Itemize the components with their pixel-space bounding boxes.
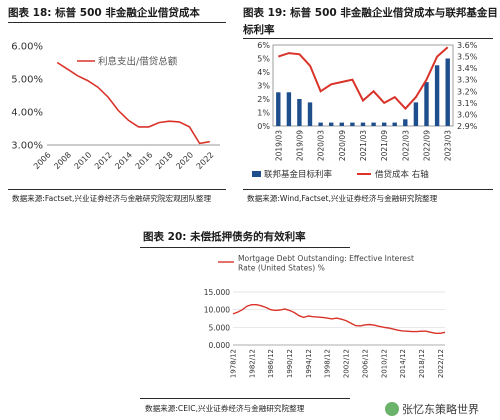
chart19-bar	[403, 119, 408, 127]
chart19-left-tick-label: 1%	[257, 109, 270, 118]
chart19-left-tick-label: 5%	[257, 55, 270, 64]
chart18-x-tick-label: 2010	[73, 150, 94, 171]
chart19-bar	[424, 82, 429, 126]
chart19-right-tick-label: 2.9%	[457, 122, 478, 131]
chart19-x-tick-label: 2021/03	[359, 130, 368, 161]
chart18-y-tick-label: 4.00%	[11, 108, 43, 119]
chart19-bar	[360, 122, 366, 126]
chart18-legend-label: 利息支出/借贷总额	[98, 56, 178, 68]
chart20-x-tick-label: 2018/12	[418, 349, 426, 378]
chart19-bar	[392, 122, 397, 126]
chart18-x-tick-label: 2020	[174, 150, 195, 171]
chart19-left-tick-label: 2%	[257, 95, 270, 104]
chart20-x-tick-label: 2006/12	[361, 349, 369, 378]
chart19-legend-bar-label: 联邦基金目标利率	[264, 169, 333, 180]
chart18-source: 数据来源:Factset,兴业证券经济与金融研究院宏观团队整理	[12, 194, 212, 203]
chart19-left-tick-label: 4%	[257, 68, 270, 77]
chart20-x-tick-label: 1982/12	[248, 349, 256, 378]
chart18-x-tick-label: 2018	[154, 150, 175, 171]
chart18-bottom-rule	[8, 189, 226, 190]
chart19-x-tick-label: 2019/03	[274, 130, 283, 161]
chart19-left-tick-label: 3%	[257, 82, 270, 91]
chart19-line-series	[277, 46, 449, 111]
chart19-x-tick-label: 2023/03	[444, 130, 453, 161]
chart19-right-tick-label: 3.0%	[457, 110, 478, 119]
chart19-right-tick-label: 3.6%	[457, 41, 478, 50]
chart18-y-tick-label: 3.00%	[11, 141, 43, 152]
chart19-title-rule	[243, 38, 493, 39]
chart19-bar	[286, 92, 292, 127]
chart20-x-tick-label: 1986/12	[267, 349, 275, 378]
chart20-series-line	[232, 304, 446, 335]
chart19-bar	[371, 122, 376, 126]
chart19-bar	[413, 102, 419, 126]
chart19-bar	[318, 122, 323, 126]
chart20-plot: 0.000 5.000 10.000 15.000 1978/12 1982/12 1986…	[204, 254, 446, 378]
chart20-x-tick-label: 1994/12	[305, 349, 313, 378]
chart19-bar	[329, 122, 334, 126]
chart20-x-tick-label: 1978/12	[230, 349, 238, 378]
chart20-legend-line1: Mortgage Debt Outstanding: Effective Int…	[238, 254, 414, 263]
chart19-left-tick-label: 0%	[257, 122, 270, 131]
chart19-x-tick-label: 2020/03	[317, 130, 326, 161]
chart18-x-tick-label: 2012	[93, 150, 114, 171]
chart19-x-tick-label: 2022/03	[401, 130, 410, 161]
chart19-right-tick-label: 3.5%	[457, 53, 478, 62]
watermark-text: 张忆东策略世界	[402, 403, 479, 416]
chart20-y-tick-label: 10.000	[204, 306, 230, 315]
chart20-x-tick-label: 1998/12	[324, 349, 332, 378]
chart19-bar	[350, 122, 355, 126]
chart19-x-tick-label: 2022/09	[423, 130, 432, 161]
chart20-x-tick-label: 2014/12	[399, 349, 407, 378]
chart19-title-line1: 图表 19: 标普 500 非金融企业借贷成本与联邦基金目	[243, 7, 498, 19]
chart19-x-tick-label: 2020/09	[338, 130, 347, 161]
wechat-logo-icon	[385, 402, 399, 416]
chart20-title-rule	[140, 247, 350, 248]
chart19-bar	[276, 92, 281, 127]
chart19-legend-bar-swatch	[252, 171, 261, 177]
chart18-x-tick-label: 2006	[32, 150, 53, 171]
chart19-bar	[339, 122, 344, 126]
chart19-right-tick-label: 3.2%	[457, 87, 478, 96]
chart18-x-tick-label: 2008	[52, 150, 73, 171]
chart20-title: 图表 20: 未偿抵押债务的有效利率	[143, 231, 306, 243]
chart20-legend-label: Mortgage Debt Outstanding: Effective Int…	[238, 254, 414, 273]
chart20-y-tick-label: 0.000	[209, 341, 231, 350]
chart20-x-tick-label: 1990/12	[286, 349, 294, 378]
chart20-x-tick-label: 2022/12	[437, 349, 445, 378]
chart19-x-tick-label: 2021/09	[380, 130, 389, 161]
chart19-left-tick-label: 6%	[257, 41, 270, 50]
chart20-x-tick-label: 2010/12	[380, 349, 388, 378]
chart19-title-line2: 标利率	[243, 24, 275, 36]
chart19-bottom-rule	[243, 189, 493, 190]
chart18-title: 图表 18: 标普 500 非金融企业借贷成本	[8, 7, 200, 19]
chart18-y-tick-label: 6.00%	[11, 42, 43, 53]
chart19-right-tick-label: 3.3%	[457, 76, 478, 85]
chart18-title-rule	[8, 22, 226, 23]
chart18-x-tick-label: 2014	[113, 150, 134, 171]
chart20-y-tick-label: 15.000	[204, 288, 230, 297]
chart20-bottom-rule	[140, 398, 350, 399]
chart19-plot: 0% 1% 2% 3% 4% 5% 6% 2.9% 3.0% 3.1% 3.2% 3.3% 3.4% 3.…	[252, 41, 478, 180]
chart20-source: 数据来源:CEIC,兴业证券经济与金融研究院整理	[145, 404, 305, 413]
chart18-y-tick-label: 5.00%	[11, 75, 43, 86]
chart18-series-line	[56, 61, 210, 145]
chart18-plot: 3.00% 4.00% 5.00% 6.00% 2006 2008 2010 2012 2014…	[11, 42, 220, 171]
chart19-right-tick-label: 3.4%	[457, 64, 478, 73]
chart19-right-tick-label: 3.1%	[457, 99, 478, 108]
chart20-y-tick-label: 5.000	[209, 323, 231, 332]
chart19-x-tick-label: 2019/09	[295, 130, 304, 161]
chart19-source: 数据来源:Wind,Factset,兴业证券经济与金融研究院整理	[247, 194, 438, 203]
chart19-bar	[307, 102, 313, 126]
chart19-bar	[445, 58, 450, 126]
chart19-legend-line-label: 借贷成本 右轴	[375, 169, 429, 180]
chart20-legend-line2: Rate (United States) %	[238, 264, 325, 273]
chart18-x-tick-label: 2016	[134, 150, 155, 171]
chart19-bar	[434, 65, 440, 127]
chart19-bar	[297, 99, 302, 126]
chart18-x-tick-label: 2022	[195, 150, 216, 171]
chart19-bar	[382, 122, 387, 126]
chart20-x-tick-label: 2002/12	[343, 349, 351, 378]
